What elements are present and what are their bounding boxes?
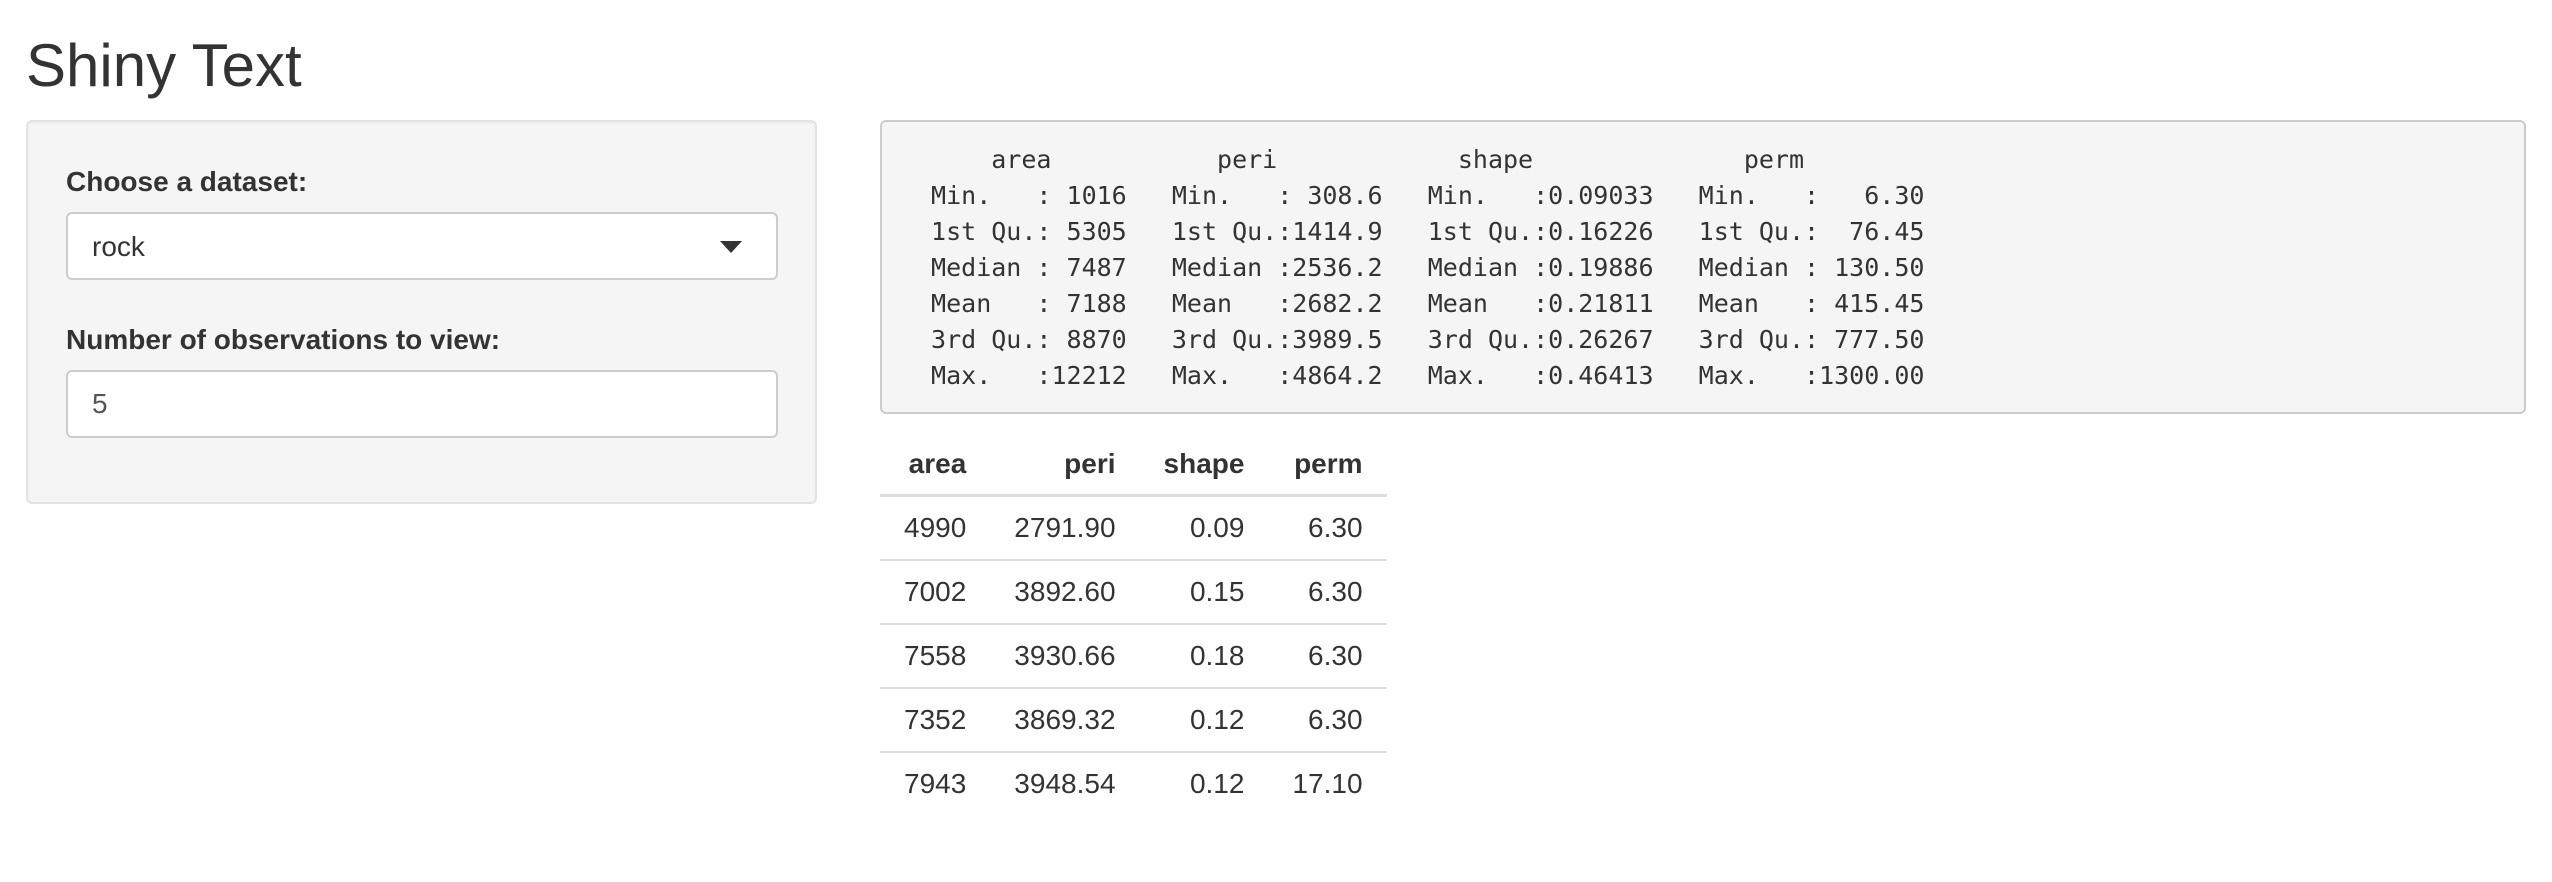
table-row: 7943 3948.54 0.12 17.10 [880, 751, 1387, 815]
table-cell: 4990 [904, 512, 967, 543]
dataset-select-value: rock [92, 231, 145, 262]
table-cell: 6.30 [1268, 559, 1387, 624]
table-cell: 7943 [880, 751, 991, 815]
table-cell: 17.10 [1268, 751, 1387, 815]
table-cell: 3892.60 [990, 559, 1140, 624]
summary-output: area peri shape perm Min. : 1016 Min. : … [880, 120, 2526, 414]
table-cell: 3869.32 [990, 687, 1140, 752]
table-cell: 0.12 [1139, 687, 1269, 752]
column-header-peri: peri [990, 434, 1140, 497]
observations-table: area peri shape perm 4990 2791.90 0.09 6… [880, 434, 1387, 815]
table-cell: 0.15 [1139, 559, 1269, 624]
table-cell: 2791.90 [1014, 512, 1116, 543]
column-header-area: area [880, 434, 991, 497]
table-cell: 7352 [880, 687, 991, 752]
chevron-down-icon [720, 241, 742, 253]
column-header-shape: shape [1139, 434, 1269, 497]
table-cell: 3930.66 [990, 623, 1140, 688]
table-cell: 0.18 [1139, 623, 1269, 688]
observations-input[interactable] [66, 370, 778, 438]
table-cell: 6.30 [1268, 687, 1387, 752]
table-header-row: area peri shape perm [880, 434, 1387, 497]
sidebar-panel: Choose a dataset: rock Number of observa… [26, 120, 817, 504]
column-header-perm: perm [1268, 434, 1387, 497]
page-title: Shiny Text [26, 32, 302, 99]
table-cell: 6.30 [1268, 623, 1387, 688]
table-cell: 6.30 [1308, 512, 1363, 543]
dataset-select[interactable]: rock [66, 212, 778, 280]
table-cell: 0.09 [1189, 512, 1245, 543]
table-row: 7558 3930.66 0.18 6.30 [880, 623, 1387, 688]
dataset-label: Choose a dataset: [66, 166, 308, 197]
observations-label: Number of observations to view: [66, 324, 501, 355]
table-row: 7352 3869.32 0.12 6.30 [880, 687, 1387, 752]
table-cell: 0.12 [1139, 751, 1269, 815]
table-cell: 7558 [880, 623, 991, 688]
table-cell: 3948.54 [990, 751, 1140, 815]
table-row: 7002 3892.60 0.15 6.30 [880, 559, 1387, 624]
table-row: 4990 2791.90 0.09 6.30 [880, 496, 1387, 561]
table-cell: 7002 [880, 559, 991, 624]
